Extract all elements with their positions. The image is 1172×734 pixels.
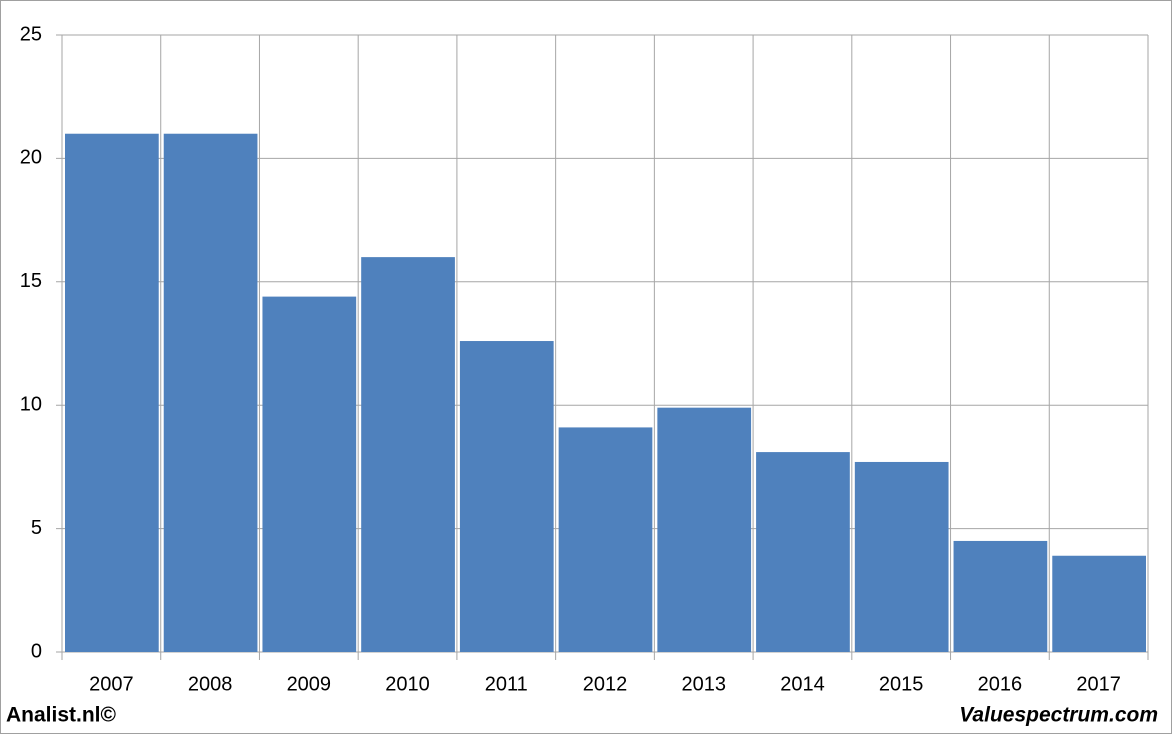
x-tick-label: 2014 (780, 673, 825, 695)
x-tick-label: 2012 (583, 673, 628, 695)
bar (657, 407, 752, 652)
bar (459, 341, 554, 652)
bar (361, 257, 455, 652)
footer-left: Analist.nl© (6, 704, 117, 727)
bar (854, 461, 949, 652)
bar (262, 296, 357, 652)
bar (65, 133, 159, 653)
y-tick-label: 15 (20, 270, 42, 292)
y-tick-label: 0 (31, 640, 42, 662)
bar (1052, 555, 1146, 652)
x-tick-label: 2008 (188, 673, 233, 695)
x-tick-label: 2016 (978, 673, 1023, 695)
footer-right: Valuespectrum.com (959, 704, 1158, 727)
x-tick-label: 2009 (287, 673, 332, 695)
x-tick-label: 2010 (385, 673, 430, 695)
y-tick-label: 25 (20, 23, 42, 45)
bar (163, 133, 258, 653)
bar (558, 427, 653, 652)
y-tick-label: 20 (20, 147, 42, 169)
y-tick-label: 10 (20, 393, 42, 415)
y-tick-label: 5 (31, 517, 42, 539)
bar (953, 540, 1048, 652)
x-tick-label: 2017 (1076, 673, 1121, 695)
x-tick-label: 2013 (681, 673, 726, 695)
x-tick-label: 2011 (485, 673, 528, 695)
x-tick-label: 2007 (89, 673, 134, 695)
x-tick-label: 2015 (879, 673, 924, 695)
bar (756, 452, 850, 652)
